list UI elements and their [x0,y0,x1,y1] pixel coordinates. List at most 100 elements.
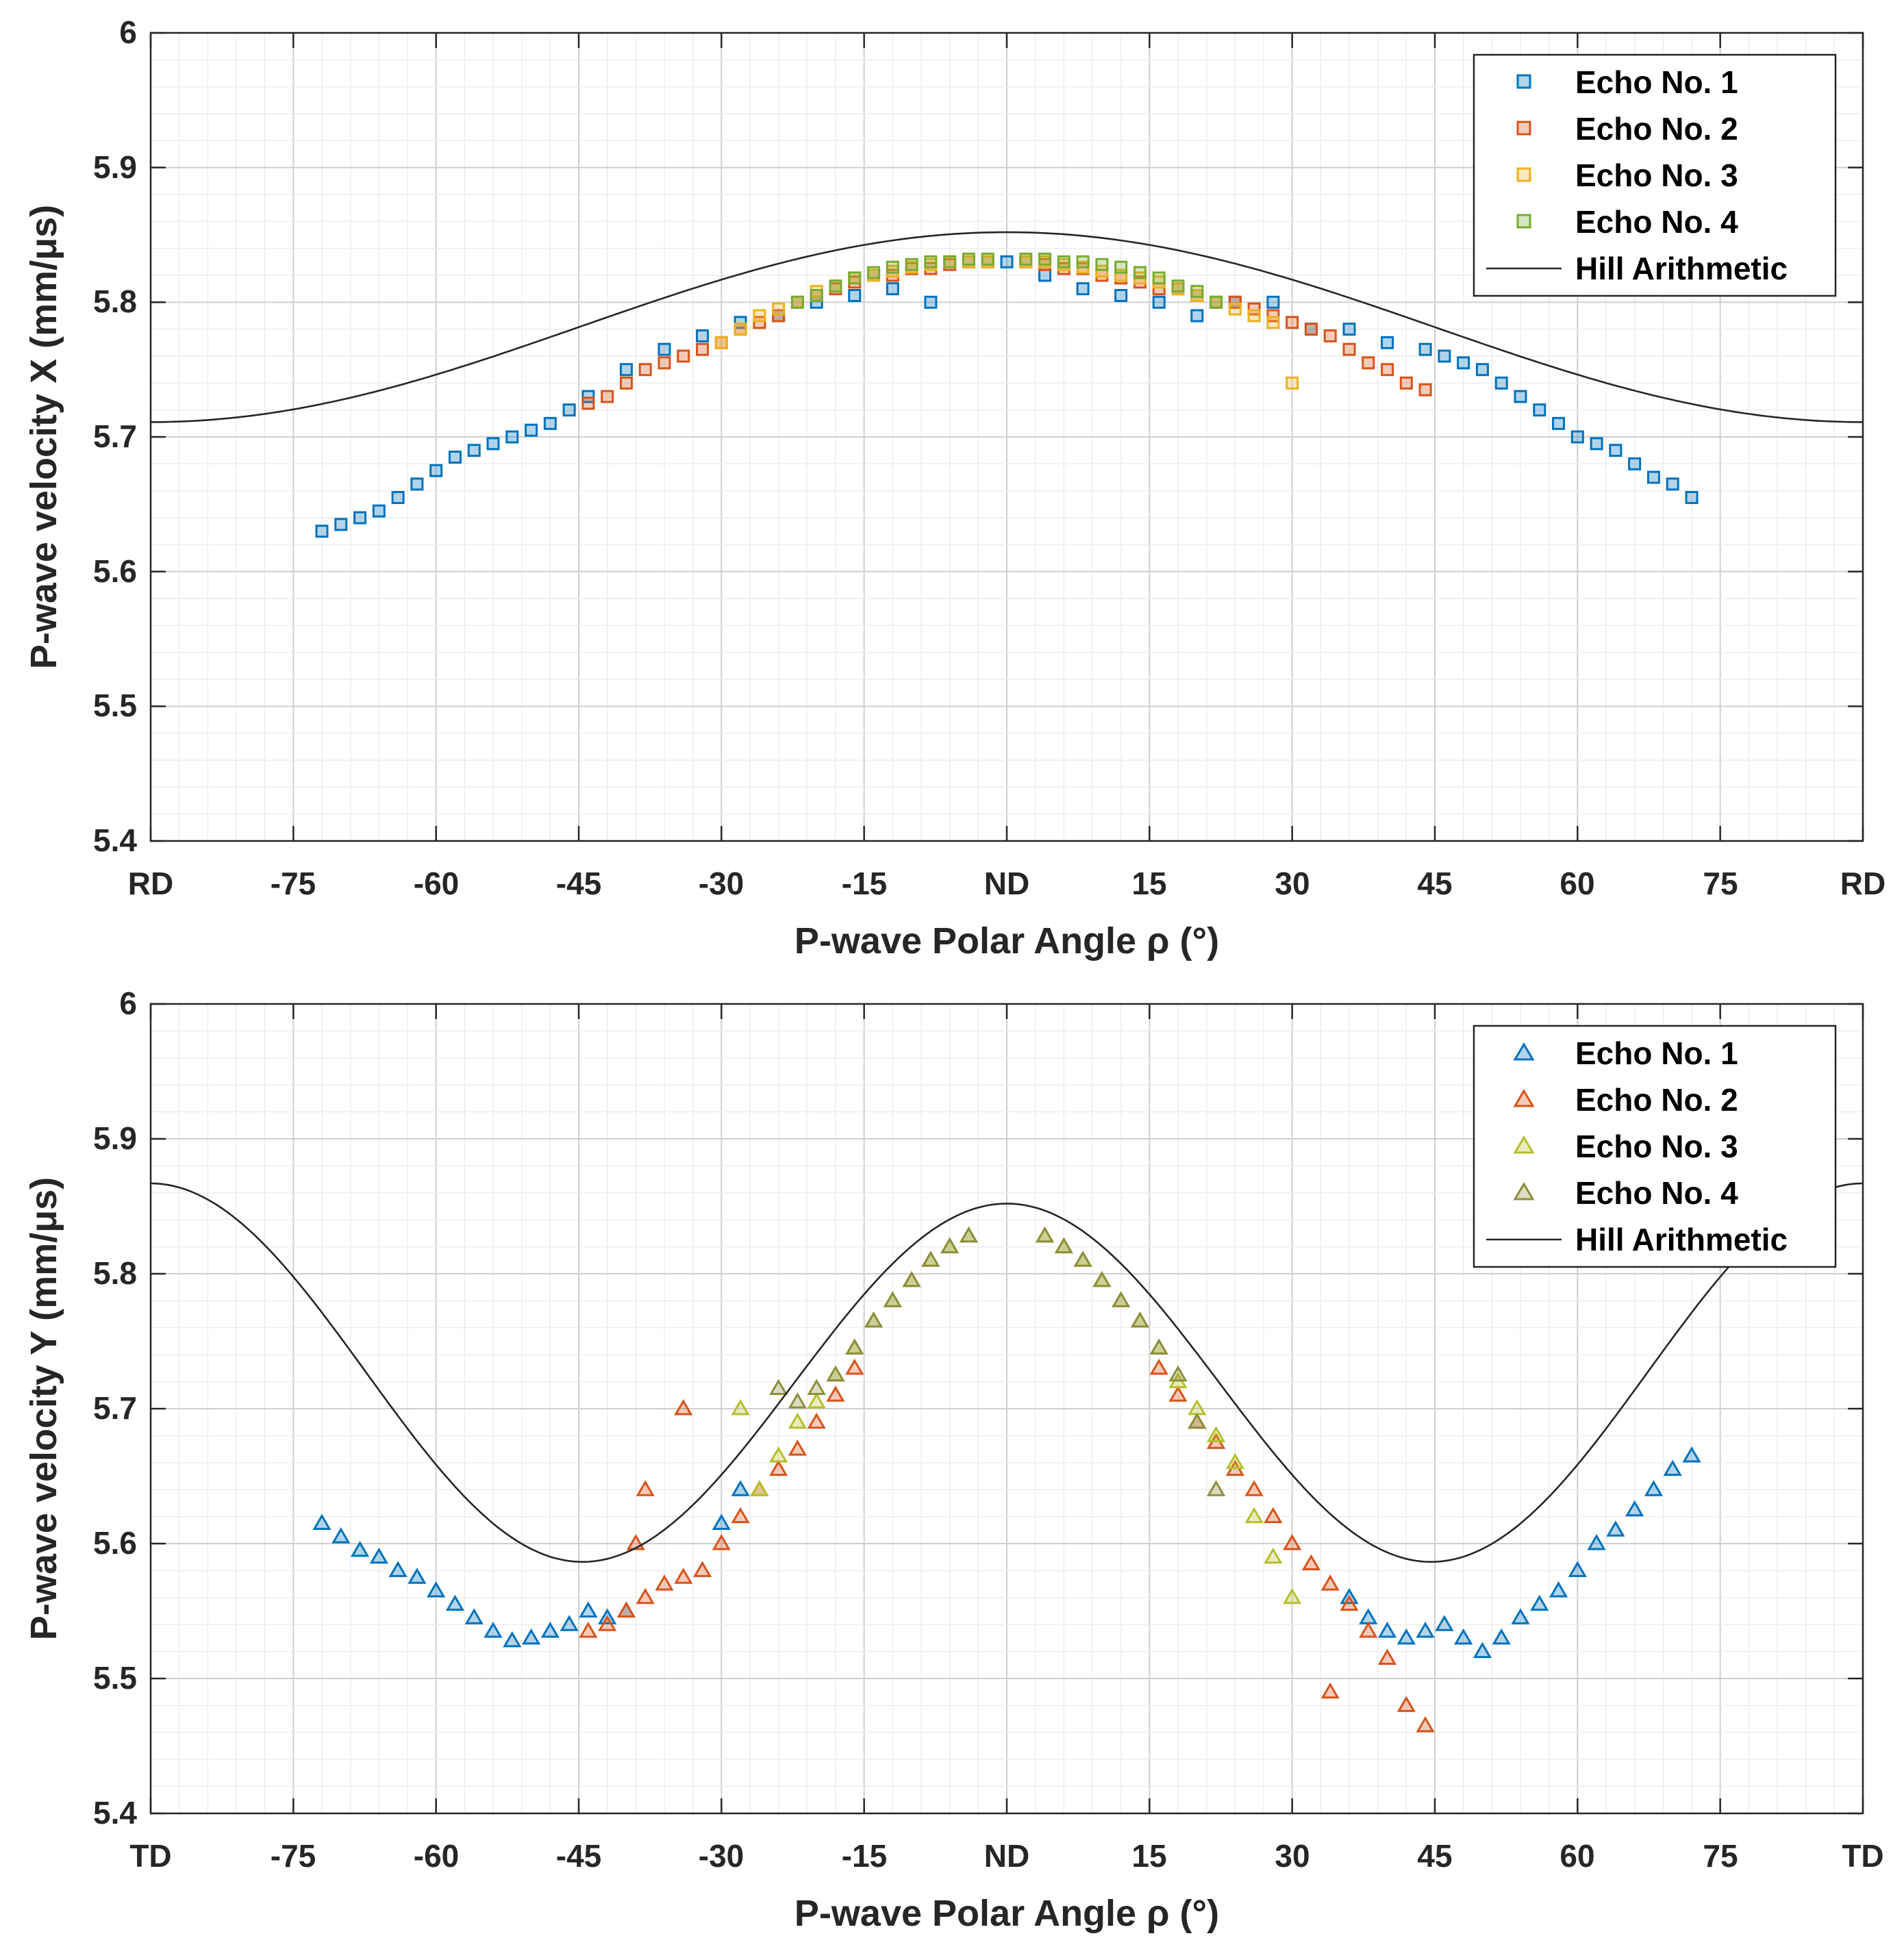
data-point [1092,1270,1112,1287]
data-point [1340,1594,1359,1611]
data-point [598,1615,617,1631]
data-point [503,1631,522,1648]
hill-arithmetic-curve-bottom [150,1182,1864,1563]
legend-label: Echo No. 2 [1575,111,1738,147]
data-point [1019,252,1033,266]
legend-label: Echo No. 1 [1575,64,1738,100]
xtick-label: -45 [556,866,601,901]
xtick-label: RD [1840,866,1886,901]
data-point [1438,349,1451,363]
data-point [1396,1628,1416,1645]
data-point [486,437,500,451]
xtick-label: 30 [1275,866,1310,901]
data-point [924,255,938,268]
data-point [788,1392,807,1409]
ytick-label: 5.9 [93,1120,137,1156]
data-point [616,1601,636,1618]
data-point [1054,1237,1073,1254]
chart-top: 5.4 5.5 5.6 5.7 5.8 5.9 6 RD -75 -60 -45… [23,14,1886,961]
data-point [1038,268,1052,282]
hill-arithmetic-curve-top [150,231,1864,423]
data-point [1152,271,1166,285]
data-point [924,295,938,309]
data-point [1377,1622,1397,1638]
data-point [1114,260,1128,274]
data-point [1206,1426,1226,1442]
data-point [1264,1547,1283,1564]
ytick-label: 6 [119,14,137,50]
ytick-label: 5.9 [93,149,137,185]
data-point [788,1412,807,1429]
data-point [788,1439,807,1456]
data-point [886,260,899,274]
data-point [1492,1628,1511,1645]
data-point [1320,1682,1340,1699]
data-point [734,323,747,336]
x-axis-label: P-wave Polar Angle ρ (°) [794,1893,1219,1934]
data-point [1244,1480,1264,1496]
data-point [1359,1622,1378,1638]
xtick-label: -15 [842,866,887,901]
legend-marker-square [1516,121,1531,136]
data-point [1416,1622,1435,1638]
data-point [540,1622,560,1638]
data-point [1000,255,1014,268]
data-point [753,316,766,329]
ytick-label: 5.8 [93,1255,137,1291]
data-point [1149,1358,1168,1375]
ytick-label: 5.5 [93,1660,137,1696]
data-point [1283,1534,1302,1550]
data-point [1168,1365,1188,1382]
data-point [1320,1574,1340,1591]
legend-marker-square [1516,214,1531,229]
data-point [790,295,804,309]
data-point [1609,444,1623,457]
ytick-label: 5.4 [93,822,137,858]
data-point [845,1358,864,1375]
data-point [1685,491,1699,504]
ytick-label: 5.6 [93,1525,137,1561]
data-point [1190,285,1204,299]
legend-label: Hill Arithmetic [1575,251,1788,286]
data-point [1416,1715,1435,1733]
data-point [1644,1480,1664,1496]
data-point [921,1250,940,1267]
xtick-label: ND [984,1838,1029,1874]
data-point [1454,1628,1473,1645]
xtick-label: TD [1842,1838,1883,1874]
data-point [579,1601,598,1618]
legend-label: Echo No. 1 [1575,1035,1738,1071]
data-point [1362,356,1375,370]
data-point [810,289,823,302]
data-point [962,252,975,266]
data-point [1073,1250,1092,1267]
data-point [1473,1642,1492,1659]
data-point [1570,430,1584,444]
legend-marker-square [1516,74,1531,89]
ytick-label: 5.5 [93,688,137,723]
data-point [772,302,786,316]
ytick-label: 5.7 [93,1390,137,1426]
ticks-top [149,32,1864,842]
ytick-label: 5.8 [93,284,137,319]
xtick-label: -75 [271,866,316,901]
data-point [1210,295,1223,309]
data-point [331,1527,351,1544]
data-point [562,403,576,417]
data-point [807,1412,826,1429]
data-point [845,1338,864,1355]
data-point [1247,302,1261,316]
data-point [1190,309,1204,323]
legend-label: Echo No. 3 [1575,158,1738,193]
data-point [464,1608,484,1624]
data-point [1606,1520,1625,1537]
data-point [677,349,690,363]
ytick-label: 5.7 [93,418,137,454]
data-point [981,252,994,266]
xtick-label: 60 [1559,1838,1594,1874]
data-point [753,309,766,323]
xtick-label: -45 [556,1838,601,1874]
xtick-label: -30 [699,1838,744,1874]
data-point [1286,376,1299,390]
